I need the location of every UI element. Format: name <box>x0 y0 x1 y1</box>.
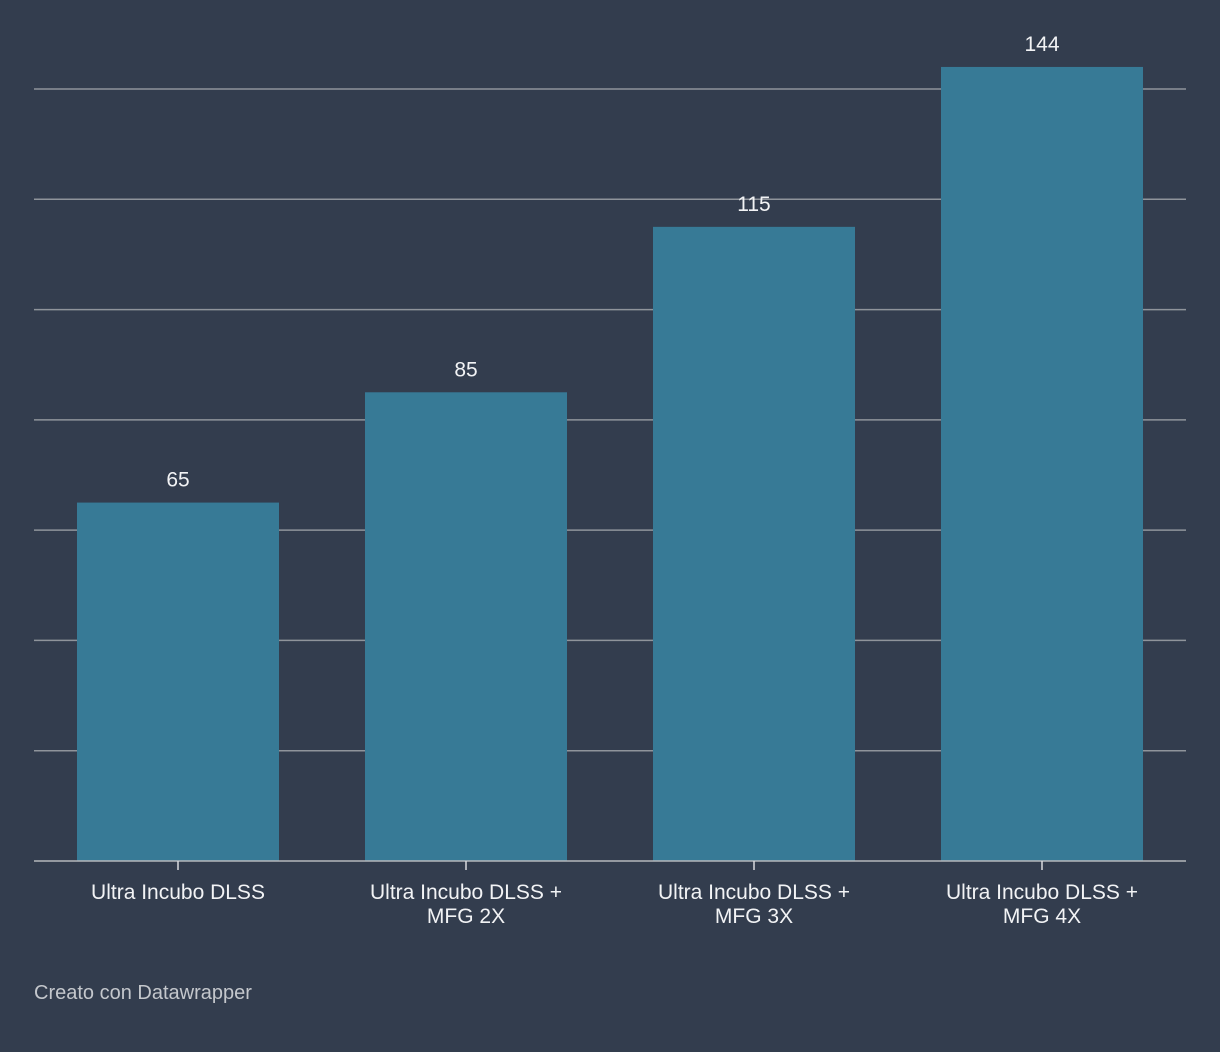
bars <box>77 66 1143 861</box>
category-label: Ultra Incubo DLSS + MFG 2X <box>370 881 562 928</box>
value-label: 65 <box>166 469 189 492</box>
bar <box>365 392 567 861</box>
category-labels: Ultra Incubo DLSS Ultra Incubo DLSS + MFG … <box>91 881 1138 928</box>
category-label: Ultra Incubo DLSS <box>91 881 265 904</box>
x-axis <box>34 860 1186 870</box>
value-label: 144 <box>1024 33 1059 56</box>
value-label: 115 <box>737 193 770 216</box>
category-label: Ultra Incubo DLSS + MFG 4X <box>946 881 1138 928</box>
bar <box>77 502 279 861</box>
value-label: 85 <box>454 358 477 381</box>
bar <box>653 226 855 861</box>
credit-footer: Creato con Datawrapper <box>34 982 252 1004</box>
bar <box>941 66 1143 861</box>
value-labels: 65 85 115 144 <box>166 33 1060 492</box>
category-label: Ultra Incubo DLSS + MFG 3X <box>658 881 850 928</box>
